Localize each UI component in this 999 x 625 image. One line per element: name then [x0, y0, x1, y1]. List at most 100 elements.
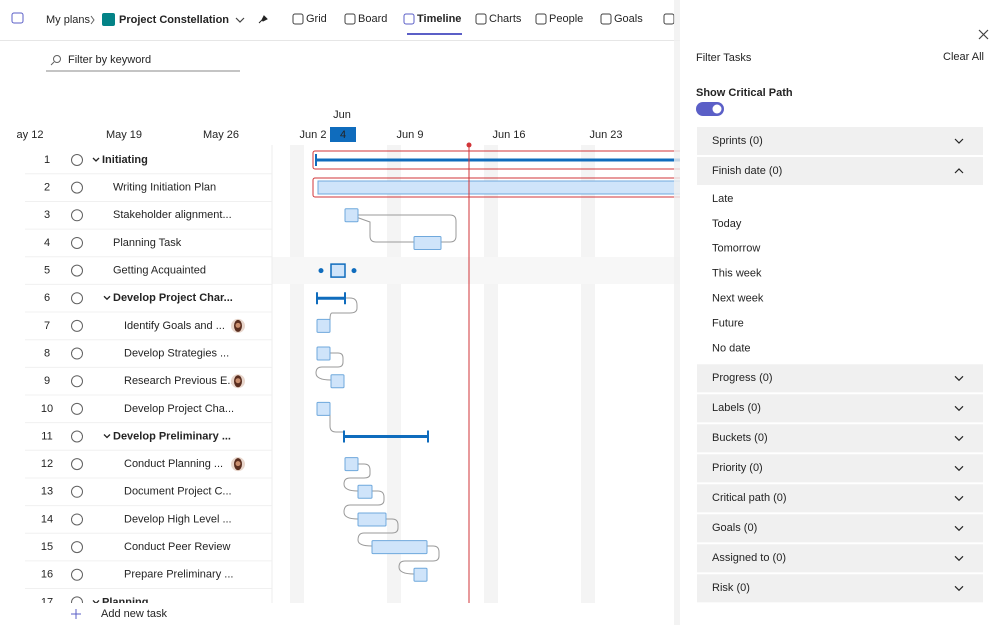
task-name[interactable]: Prepare Preliminary ... — [124, 569, 233, 581]
filter-section-header[interactable] — [697, 157, 983, 185]
section-chevron — [954, 405, 964, 412]
task-bar — [371, 540, 428, 555]
task-name[interactable]: Conduct Planning ... — [124, 458, 223, 470]
complete-checkbox[interactable] — [71, 209, 83, 222]
complete-checkbox[interactable] — [71, 568, 83, 581]
search-icon-handle — [50, 61, 55, 66]
task-name[interactable]: Research Previous E... — [124, 375, 237, 387]
complete-checkbox[interactable] — [71, 292, 83, 305]
expand-chevron[interactable] — [103, 295, 111, 301]
filter-option[interactable]: Next week — [712, 293, 764, 305]
filter-section-header[interactable] — [697, 364, 983, 393]
summary-task-name[interactable]: Initiating — [102, 154, 148, 166]
close-button[interactable] — [978, 29, 989, 40]
tab-icon[interactable] — [600, 13, 612, 25]
weekend-column — [290, 145, 304, 603]
filter-section-header[interactable] — [697, 127, 983, 155]
tab-icon[interactable] — [344, 13, 356, 25]
task-name[interactable]: Develop Strategies ... — [124, 347, 229, 359]
task-name[interactable]: Identify Goals and ... — [124, 320, 225, 332]
filter-option[interactable]: Today — [712, 218, 742, 230]
filter-option[interactable]: Late — [712, 193, 733, 205]
tab[interactable]: Grid — [306, 13, 327, 25]
task-bar — [316, 346, 331, 361]
complete-checkbox[interactable] — [71, 458, 83, 471]
nav-icon[interactable] — [11, 12, 24, 24]
complete-checkbox[interactable] — [71, 513, 83, 526]
complete-checkbox[interactable] — [71, 485, 83, 498]
task-name[interactable]: Getting Acquainted — [113, 265, 206, 277]
summary-task-name[interactable]: Develop Preliminary ... — [113, 430, 231, 442]
filter-option[interactable]: Tomorrow — [712, 243, 760, 255]
pin-icon[interactable] — [258, 15, 268, 24]
tab[interactable]: Timeline — [417, 13, 461, 25]
complete-checkbox[interactable] — [71, 181, 83, 194]
row-number: 3 — [44, 209, 50, 221]
filter-section-header[interactable] — [697, 514, 983, 543]
tab-icon[interactable] — [535, 13, 547, 25]
tab-icon[interactable] — [475, 13, 487, 25]
add-task-button[interactable]: Add new task — [101, 608, 168, 620]
project-menu-chevron[interactable] — [235, 17, 245, 23]
filter-section-label: Priority (0) — [712, 462, 763, 474]
filter-section-header[interactable] — [697, 544, 983, 573]
task-bar — [413, 567, 428, 582]
date-label: Jun 2 — [300, 129, 327, 141]
clear-all-button[interactable]: Clear All — [943, 51, 984, 63]
filter-option[interactable]: This week — [712, 268, 762, 280]
section-chevron — [954, 168, 964, 174]
complete-checkbox[interactable] — [71, 375, 83, 388]
search-input[interactable]: Filter by keyword — [68, 54, 151, 66]
task-name[interactable]: Stakeholder alignment... — [113, 209, 232, 221]
search-icon — [53, 55, 61, 63]
filter-section-header[interactable] — [697, 424, 983, 453]
project-name[interactable]: Project Constellation — [119, 14, 229, 26]
filter-option[interactable]: No date — [712, 342, 751, 354]
tab[interactable]: People — [549, 13, 583, 25]
filter-section-label: Finish date (0) — [712, 165, 782, 177]
complete-checkbox[interactable] — [71, 264, 83, 277]
expand-chevron[interactable] — [92, 157, 100, 162]
today-marker — [330, 127, 356, 142]
filter-section-header[interactable] — [697, 484, 983, 513]
filter-section-header[interactable] — [697, 574, 983, 603]
task-name[interactable]: Document Project C... — [124, 486, 232, 498]
section-chevron — [954, 465, 964, 472]
breadcrumb-parent[interactable]: My plans — [46, 14, 91, 26]
task-name[interactable]: Develop High Level ... — [124, 513, 232, 525]
filter-section-header[interactable] — [697, 454, 983, 483]
task-bar — [357, 484, 373, 499]
task-name[interactable]: Planning Task — [113, 237, 182, 249]
tab[interactable]: Board — [358, 13, 387, 25]
filter-option[interactable]: Future — [712, 317, 744, 329]
complete-checkbox[interactable] — [71, 430, 83, 443]
selected-bar[interactable] — [330, 263, 346, 278]
complete-checkbox[interactable] — [71, 319, 83, 332]
tab-icon[interactable] — [292, 13, 304, 25]
expand-chevron[interactable] — [103, 434, 111, 439]
task-bar — [330, 374, 345, 389]
date-label: May 19 — [106, 129, 142, 141]
complete-checkbox[interactable] — [71, 236, 83, 249]
task-name[interactable]: Develop Project Cha... — [124, 403, 234, 415]
complete-checkbox[interactable] — [71, 541, 83, 554]
filter-section-label: Goals (0) — [712, 522, 757, 534]
filter-section-label: Buckets (0) — [712, 432, 768, 444]
task-name[interactable]: Writing Initiation Plan — [113, 182, 216, 194]
complete-checkbox[interactable] — [71, 154, 83, 166]
tab[interactable]: Goals — [614, 13, 643, 25]
dependency-connector — [398, 545, 440, 575]
task-name[interactable]: Conduct Peer Review — [124, 541, 230, 553]
tab-icon[interactable] — [403, 13, 415, 25]
tab[interactable]: Charts — [489, 13, 522, 25]
row-number: 11 — [41, 430, 52, 442]
complete-checkbox[interactable] — [71, 402, 83, 415]
summary-task-name[interactable]: Develop Project Char... — [113, 292, 233, 304]
filter-section-header[interactable] — [697, 394, 983, 423]
breadcrumb-separator — [90, 15, 95, 25]
assignee-avatar-face — [235, 461, 241, 467]
section-chevron — [954, 585, 964, 592]
add-task-bar — [0, 603, 680, 625]
complete-checkbox[interactable] — [71, 347, 83, 360]
add-icon[interactable] — [71, 609, 81, 619]
